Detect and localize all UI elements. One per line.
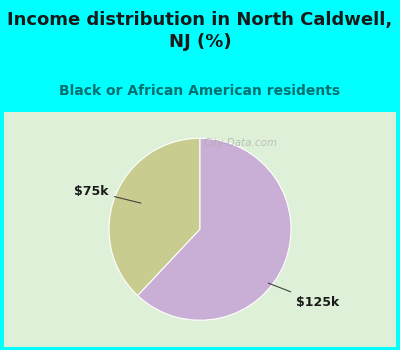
- Text: Income distribution in North Caldwell,
NJ (%): Income distribution in North Caldwell, N…: [7, 10, 393, 51]
- Text: $125k: $125k: [268, 283, 339, 309]
- Text: City-Data.com: City-Data.com: [204, 138, 278, 148]
- Text: $75k: $75k: [74, 184, 141, 203]
- Wedge shape: [109, 138, 200, 296]
- Wedge shape: [138, 138, 291, 320]
- Text: Black or African American residents: Black or African American residents: [60, 84, 340, 98]
